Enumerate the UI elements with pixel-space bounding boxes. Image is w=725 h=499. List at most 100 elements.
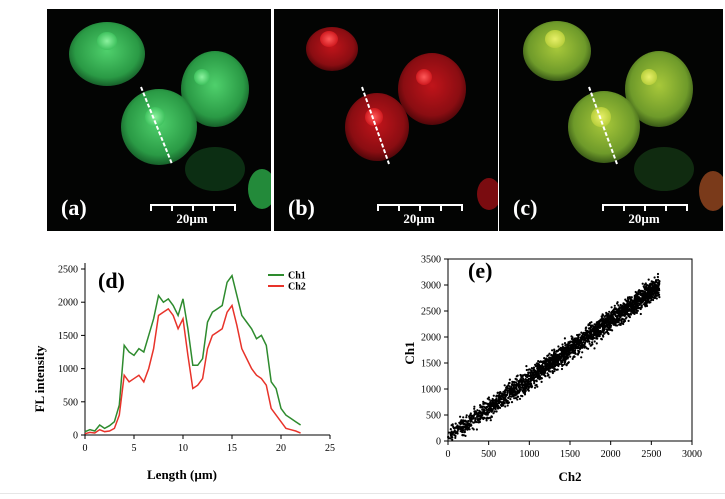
- scatter-point: [586, 330, 589, 333]
- scatter-point: [528, 368, 531, 371]
- scatter-point: [527, 377, 530, 380]
- scatter-point: [635, 305, 638, 308]
- scatter-point: [516, 392, 519, 395]
- scatter-point: [496, 391, 500, 394]
- scatter-point: [525, 375, 528, 378]
- chart-panel-label: (d): [98, 268, 125, 293]
- scatter-point: [528, 380, 531, 383]
- scatter-point: [613, 312, 616, 315]
- scatter-point: [606, 331, 609, 335]
- scatter-point: [604, 317, 607, 320]
- scatter-point: [544, 360, 547, 363]
- scatter-point: [481, 408, 484, 411]
- scatter-point: [531, 374, 534, 377]
- scatter-point: [585, 332, 589, 335]
- x-tick-label: 25: [325, 443, 335, 454]
- scatter-point: [656, 286, 660, 289]
- scatter-point: [537, 360, 540, 363]
- scatter-point: [545, 357, 548, 360]
- scatter-point: [543, 357, 546, 360]
- y-tick-label: 3000: [421, 281, 441, 292]
- scatter-point: [454, 422, 457, 425]
- scatter-point: [611, 315, 614, 318]
- scatter-point: [560, 367, 564, 371]
- scatter-point: [655, 279, 658, 282]
- scatter-point: [606, 324, 609, 327]
- scatter-point: [591, 327, 594, 330]
- scatter-point: [524, 378, 527, 381]
- scatter-point: [489, 403, 492, 406]
- scatter-point: [553, 370, 556, 373]
- scatter-point: [511, 394, 514, 397]
- scatter-point: [532, 368, 536, 371]
- scatter-point: [623, 302, 626, 306]
- scatter-point: [590, 321, 593, 324]
- scatter-point: [504, 398, 507, 401]
- scatter-point: [607, 328, 610, 331]
- x-tick-label: 0: [446, 449, 451, 460]
- scatter-point: [498, 398, 501, 401]
- scatter-point: [510, 385, 513, 388]
- scatter-point: [490, 415, 493, 418]
- scatter-point: [484, 412, 487, 415]
- scatter-point: [624, 317, 627, 320]
- scatter-point: [481, 412, 484, 415]
- scatter-point: [566, 347, 569, 350]
- scatter-point: [468, 417, 471, 420]
- scatter-point: [656, 275, 659, 279]
- scatter-point: [647, 278, 650, 281]
- scatter-point: [460, 426, 463, 429]
- x-tick-label: 500: [481, 449, 496, 460]
- scatter-point: [633, 310, 636, 313]
- scatter-point: [489, 409, 493, 413]
- scatter-point: [540, 373, 543, 376]
- scatter-point: [493, 410, 496, 413]
- scatter-point: [546, 372, 549, 375]
- scatter-point: [464, 419, 467, 422]
- scatter-point: [580, 336, 583, 339]
- scatter-point: [494, 408, 497, 411]
- scatter-point: [626, 304, 630, 307]
- legend-label: Ch1: [288, 271, 306, 282]
- scatter-point: [600, 324, 603, 327]
- scatter-point: [603, 322, 606, 325]
- scatter-point: [462, 434, 465, 437]
- scatter-point: [530, 384, 533, 387]
- scatter-point: [588, 340, 591, 343]
- scatter-point: [479, 404, 482, 407]
- x-tick-label: 15: [227, 443, 237, 454]
- scatter-point: [514, 392, 517, 395]
- scatter-point: [487, 396, 490, 399]
- scatter-point: [560, 362, 563, 366]
- scatter-point: [490, 405, 494, 408]
- scatter-point: [599, 332, 602, 335]
- scatter-point: [577, 335, 580, 338]
- scatter-point: [566, 357, 569, 360]
- scatter-point: [608, 310, 611, 313]
- scatter-point: [513, 397, 516, 400]
- scatter-point: [525, 368, 528, 372]
- scatter-point: [609, 317, 612, 320]
- scatter-point: [651, 290, 654, 293]
- scatter-point: [482, 402, 485, 405]
- scatter-point: [654, 291, 658, 294]
- scatter-point: [561, 363, 564, 367]
- scatter-point: [556, 368, 559, 371]
- scatter-point: [637, 292, 640, 295]
- scatter-point: [632, 307, 636, 310]
- scatter-point: [577, 344, 580, 347]
- scatter-point: [513, 381, 516, 384]
- scatter-point: [574, 347, 577, 350]
- scatter-point: [581, 333, 584, 336]
- scatter-point: [458, 421, 461, 424]
- scatter-point: [601, 327, 605, 330]
- scatter-point: [504, 391, 507, 394]
- scatter-point: [605, 320, 608, 323]
- scatter-point: [534, 365, 538, 368]
- scatter-point: [603, 332, 606, 335]
- scatter-point: [635, 309, 638, 312]
- scatter-point: [481, 414, 484, 417]
- scatter-point: [631, 309, 634, 312]
- scatter-point: [610, 311, 613, 315]
- scatter-point: [536, 377, 539, 380]
